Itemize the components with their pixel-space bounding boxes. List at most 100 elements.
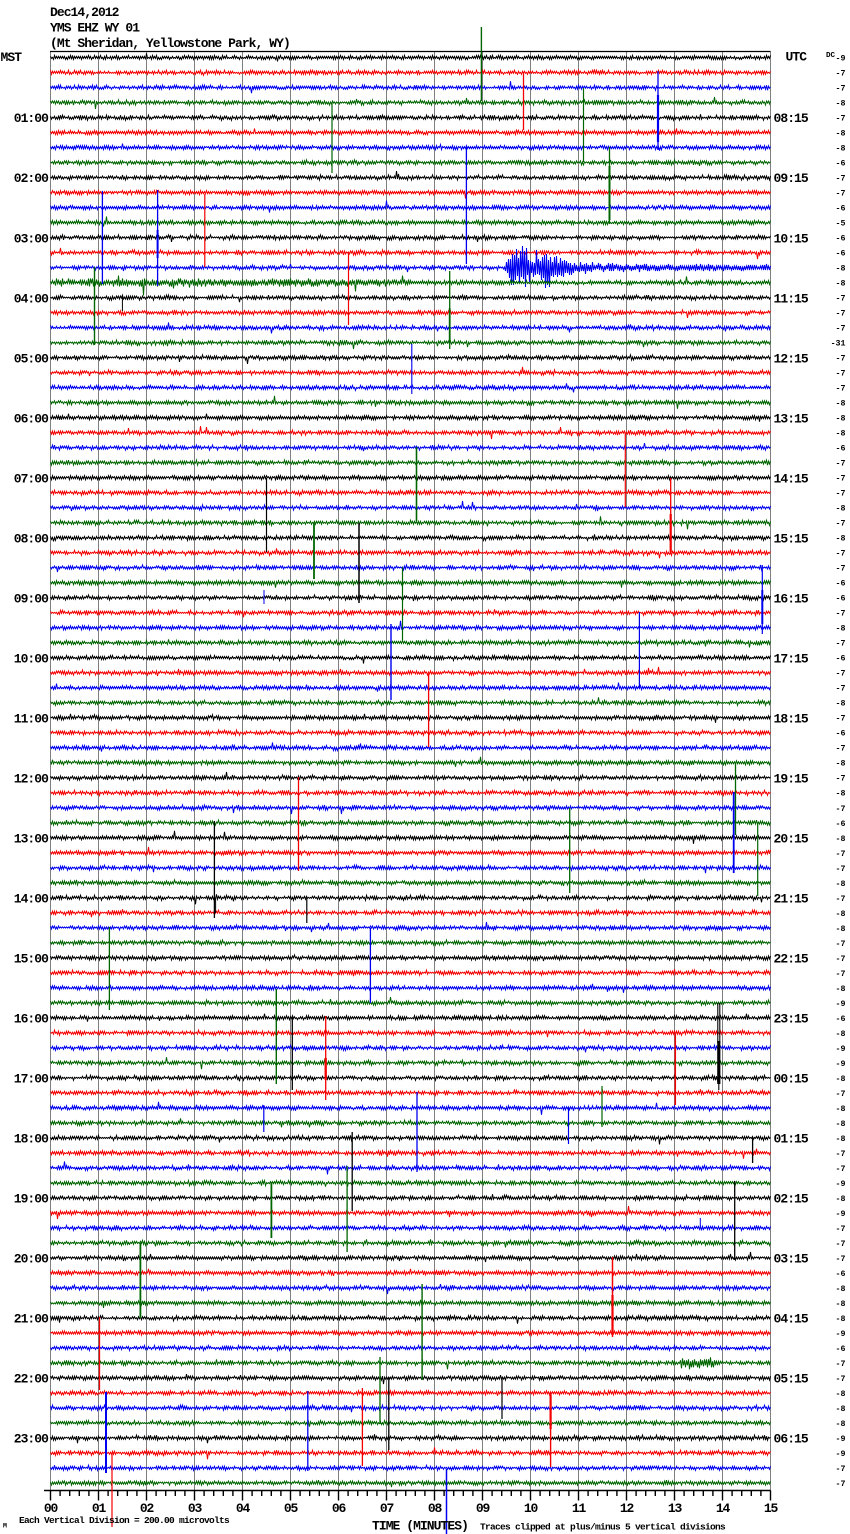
svg-text:11:15: 11:15 — [774, 291, 809, 306]
svg-text:-7: -7 — [836, 850, 846, 859]
svg-text:-7: -7 — [836, 70, 846, 79]
svg-text:09: 09 — [476, 1501, 491, 1516]
svg-text:-6: -6 — [836, 580, 846, 589]
svg-text:-7: -7 — [836, 295, 846, 304]
svg-text:-9: -9 — [836, 1210, 846, 1219]
svg-text:15:00: 15:00 — [14, 952, 49, 967]
svg-text:-6: -6 — [836, 1345, 846, 1354]
svg-text:-7: -7 — [836, 745, 846, 754]
svg-text:Dec14,2012: Dec14,2012 — [50, 5, 120, 20]
svg-text:-6: -6 — [836, 235, 846, 244]
svg-text:-7: -7 — [836, 1240, 846, 1249]
svg-text:06:00: 06:00 — [14, 411, 49, 426]
svg-text:-7: -7 — [836, 670, 846, 679]
svg-text:09:00: 09:00 — [14, 591, 49, 606]
svg-text:-7: -7 — [836, 1090, 846, 1099]
svg-text:17:00: 17:00 — [14, 1072, 49, 1087]
svg-text:-6: -6 — [836, 250, 846, 259]
svg-text:-7: -7 — [836, 685, 846, 694]
svg-text:-6: -6 — [836, 655, 846, 664]
svg-text:09:15: 09:15 — [774, 171, 809, 186]
svg-text:12:00: 12:00 — [14, 771, 49, 786]
svg-text:05: 05 — [284, 1501, 299, 1516]
svg-text:01:00: 01:00 — [14, 111, 49, 126]
svg-text:-7: -7 — [836, 520, 846, 529]
svg-text:-9: -9 — [836, 1045, 846, 1054]
svg-text:-8: -8 — [836, 415, 846, 424]
svg-text:-8: -8 — [836, 1285, 846, 1294]
svg-text:-8: -8 — [836, 1120, 846, 1129]
svg-text:-8: -8 — [836, 430, 846, 439]
svg-text:-6: -6 — [836, 445, 846, 454]
svg-text:00: 00 — [44, 1501, 59, 1516]
svg-text:-9: -9 — [836, 1450, 846, 1459]
svg-text:22:15: 22:15 — [774, 952, 809, 967]
svg-text:-7: -7 — [836, 640, 846, 649]
svg-text:-7: -7 — [836, 775, 846, 784]
svg-text:-7: -7 — [836, 865, 846, 874]
svg-text:06:15: 06:15 — [774, 1432, 809, 1447]
svg-text:-7: -7 — [836, 325, 846, 334]
svg-text:-8: -8 — [836, 130, 846, 139]
svg-text:-9: -9 — [836, 55, 846, 64]
svg-text:18:15: 18:15 — [774, 711, 809, 726]
svg-text:17:15: 17:15 — [774, 651, 809, 666]
svg-text:05:00: 05:00 — [14, 351, 49, 366]
svg-text:20:15: 20:15 — [774, 832, 809, 847]
svg-text:-8: -8 — [836, 535, 846, 544]
svg-text:08:00: 08:00 — [14, 531, 49, 546]
svg-text:-7: -7 — [836, 460, 846, 469]
svg-text:14:00: 14:00 — [14, 892, 49, 907]
svg-text:15: 15 — [764, 1501, 779, 1516]
svg-text:11:00: 11:00 — [14, 711, 49, 726]
svg-text:-6: -6 — [836, 160, 846, 169]
svg-text:-7: -7 — [836, 1480, 846, 1489]
svg-text:-7: -7 — [836, 190, 846, 199]
svg-text:UTC: UTC — [786, 50, 808, 65]
svg-text:20:00: 20:00 — [14, 1252, 49, 1267]
svg-text:-7: -7 — [836, 550, 846, 559]
svg-text:-8: -8 — [836, 925, 846, 934]
svg-text:YMS EHZ WY 01: YMS EHZ WY 01 — [50, 20, 140, 35]
svg-text:07:00: 07:00 — [14, 471, 49, 486]
svg-text:02:00: 02:00 — [14, 171, 49, 186]
svg-text:-7: -7 — [836, 1375, 846, 1384]
svg-text:-7: -7 — [836, 1360, 846, 1369]
svg-text:M: M — [3, 1523, 7, 1530]
svg-text:16:00: 16:00 — [14, 1012, 49, 1027]
svg-text:-9: -9 — [836, 1330, 846, 1339]
svg-text:22:00: 22:00 — [14, 1372, 49, 1387]
svg-text:-7: -7 — [836, 115, 846, 124]
svg-text:-7: -7 — [836, 85, 846, 94]
svg-text:-8: -8 — [836, 1075, 846, 1084]
svg-text:-6: -6 — [836, 820, 846, 829]
svg-text:-6: -6 — [836, 1015, 846, 1024]
svg-text:12:15: 12:15 — [774, 351, 809, 366]
svg-text:10: 10 — [524, 1501, 539, 1516]
svg-text:-7: -7 — [836, 955, 846, 964]
svg-text:-8: -8 — [836, 910, 846, 919]
svg-text:-7: -7 — [836, 1225, 846, 1234]
svg-text:-8: -8 — [836, 400, 846, 409]
svg-text:04:15: 04:15 — [774, 1312, 809, 1327]
svg-text:04:00: 04:00 — [14, 291, 49, 306]
svg-text:01: 01 — [92, 1501, 107, 1516]
svg-text:-8: -8 — [836, 1300, 846, 1309]
svg-text:03:15: 03:15 — [774, 1252, 809, 1267]
svg-text:-7: -7 — [836, 175, 846, 184]
svg-text:15:15: 15:15 — [774, 531, 809, 546]
svg-text:03:00: 03:00 — [14, 231, 49, 246]
svg-text:-8: -8 — [836, 985, 846, 994]
svg-text:-8: -8 — [836, 505, 846, 514]
svg-text:-7: -7 — [836, 475, 846, 484]
svg-text:-6: -6 — [836, 205, 846, 214]
svg-text:-8: -8 — [836, 1105, 846, 1114]
svg-text:-9: -9 — [836, 1000, 846, 1009]
svg-text:-8: -8 — [836, 1405, 846, 1414]
svg-text:-8: -8 — [836, 1315, 846, 1324]
svg-text:23:00: 23:00 — [14, 1432, 49, 1447]
svg-text:16:15: 16:15 — [774, 591, 809, 606]
svg-text:-31: -31 — [831, 340, 846, 349]
svg-text:-6: -6 — [836, 595, 846, 604]
svg-text:-6: -6 — [836, 1270, 846, 1279]
